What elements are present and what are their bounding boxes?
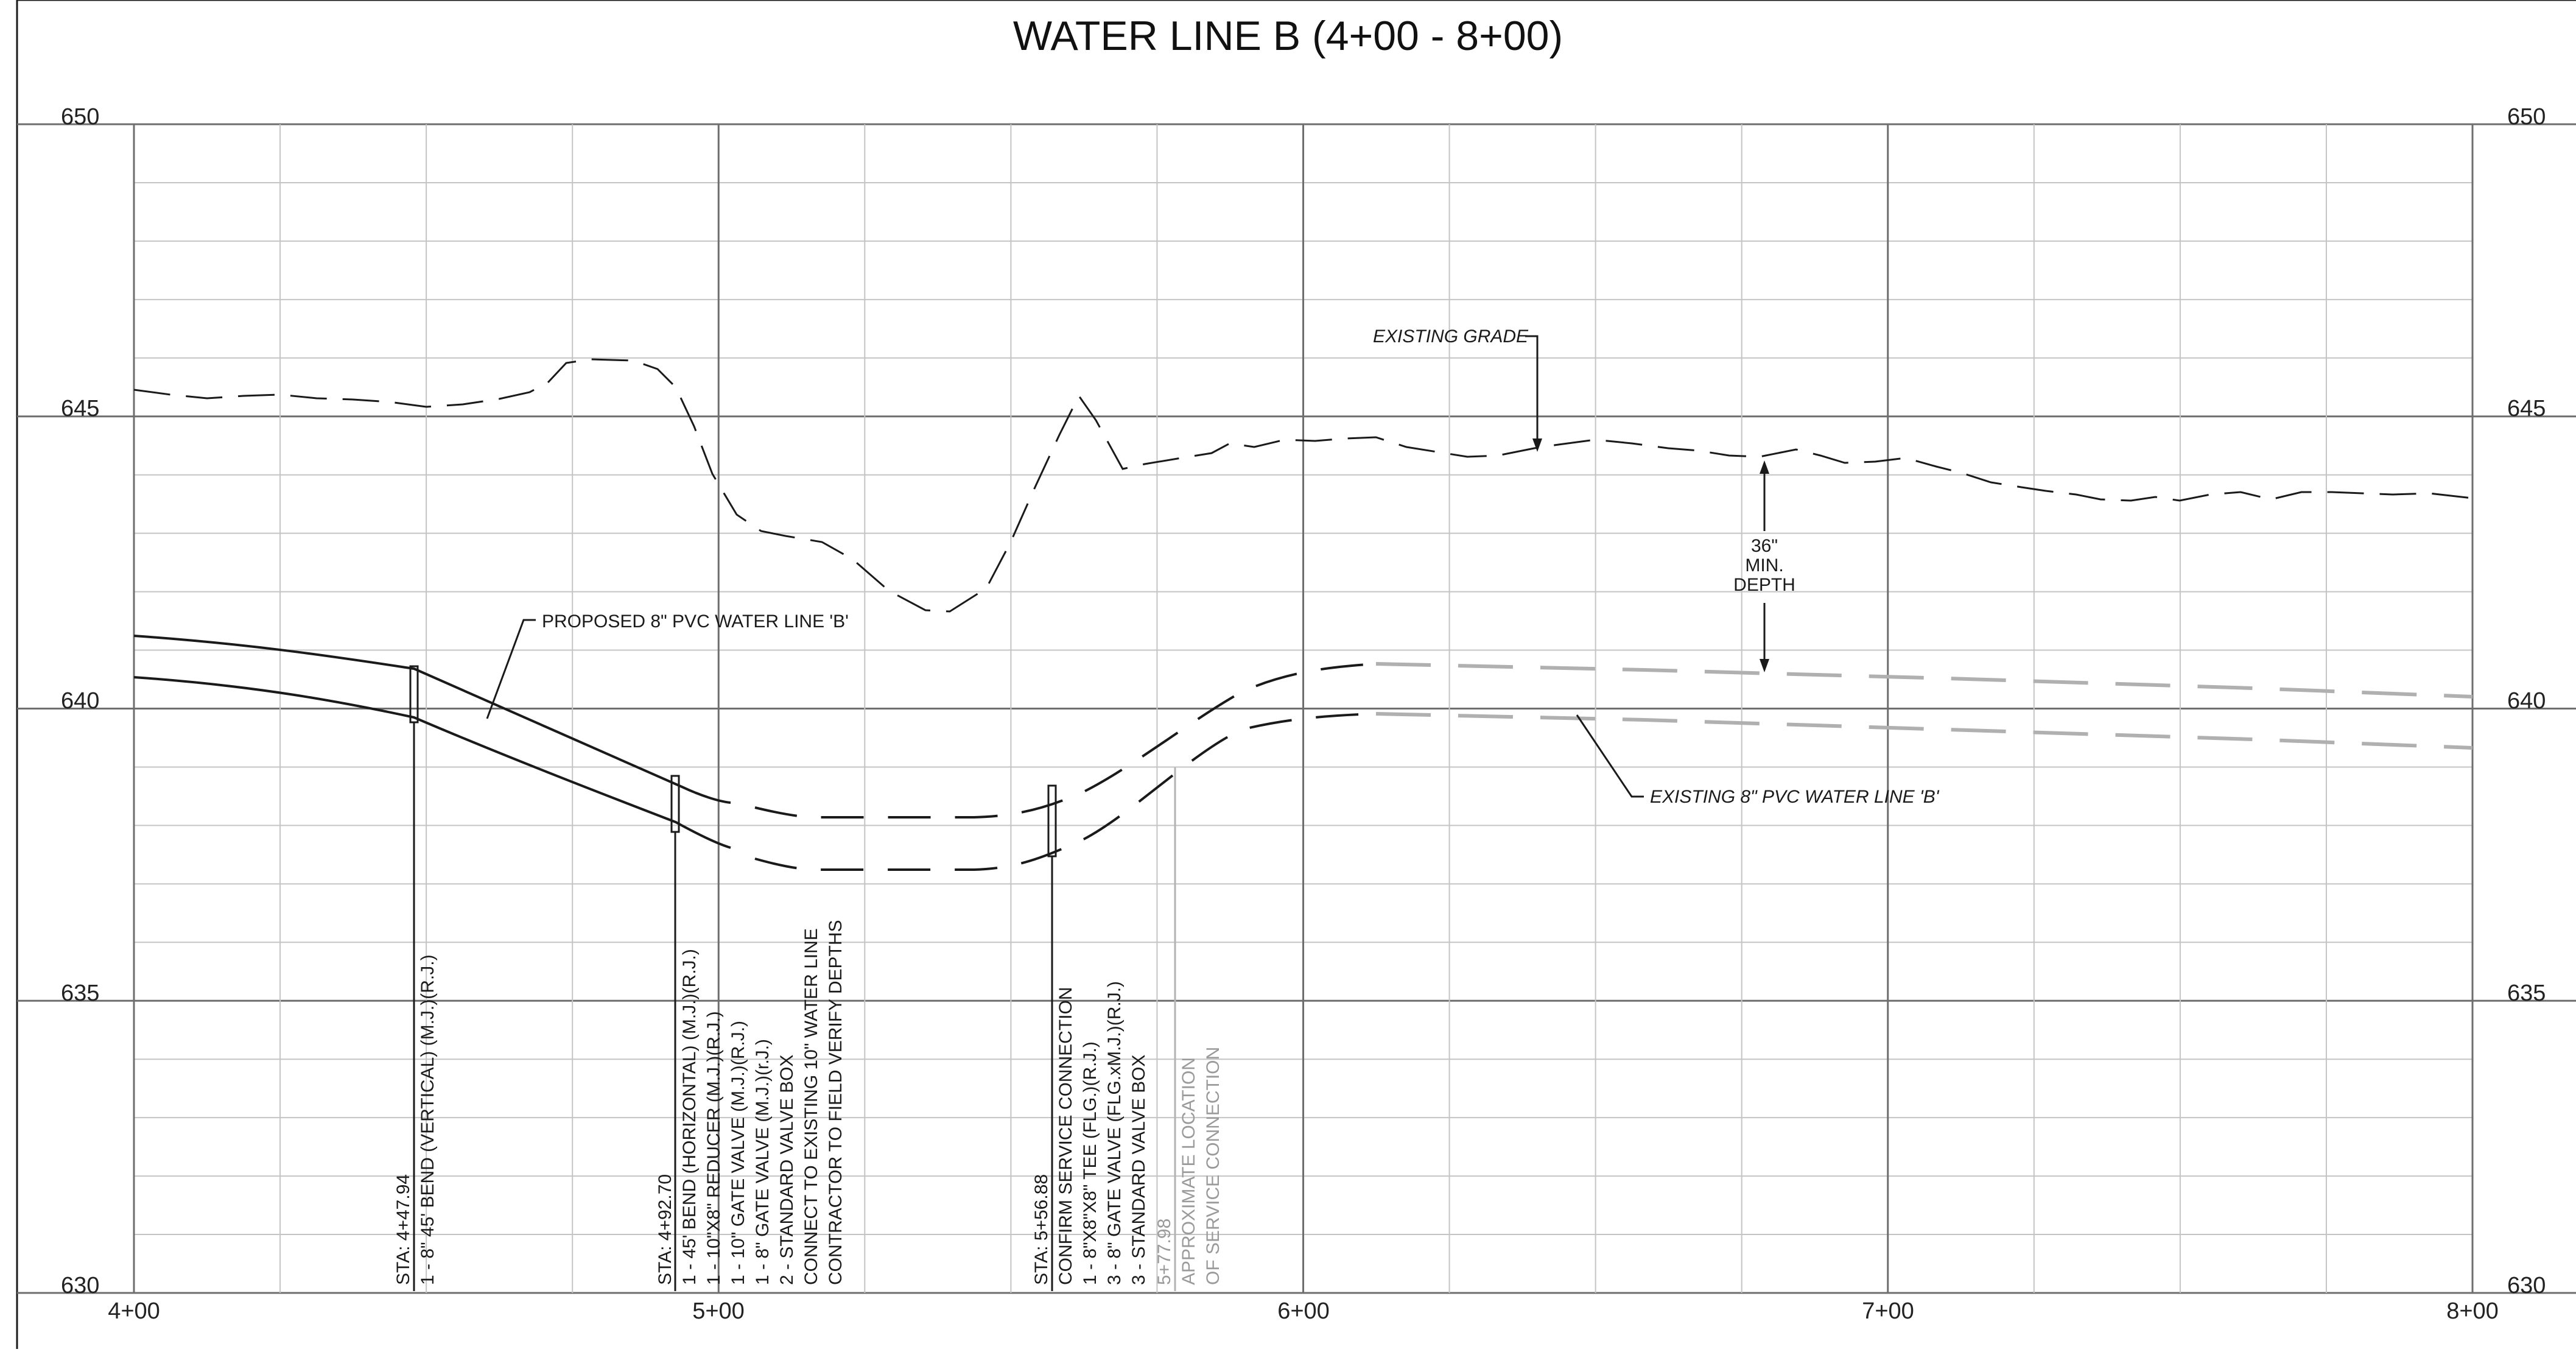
callout-55688: STA: 5+56.88 CONFIRM SERVICE CONNECTION …: [1031, 976, 1149, 1285]
elev-right-645: 645: [2507, 396, 2546, 421]
callout-57798: 5+77.98 APPROXIMATE LOCATION OF SERVICE …: [1154, 1047, 1223, 1285]
depth-arrow-bottom: [1760, 659, 1769, 672]
proposed-line-top: [133, 635, 731, 804]
elev-right-630: 630: [2507, 1273, 2546, 1298]
proposed-water-line: [133, 635, 1377, 871]
station-400: 4+00: [108, 1298, 160, 1324]
elev-left-635: 635: [61, 981, 99, 1006]
fitting-44794: [409, 665, 419, 724]
annotations: EXISTING GRADE PROPOSED 8" PVC WATER LIN…: [393, 326, 1940, 1285]
station-800: 8+00: [2446, 1298, 2499, 1324]
sheet-border: [16, 0, 2576, 1352]
elev-right-635: 635: [2507, 981, 2546, 1006]
depth-label-3: DEPTH: [1733, 575, 1795, 595]
elev-right-650: 650: [2507, 104, 2546, 130]
callout-44794: STA: 4+47.94 1 - 8" 45' BEND (VERTICAL) …: [393, 954, 438, 1285]
callout-49270: STA: 4+92.70 1 - 45' BEND (HORIZONTAL) (…: [655, 920, 846, 1285]
existing-grade-arrow: [1532, 438, 1542, 452]
proposed-line-leader: [486, 619, 536, 719]
station-700: 7+00: [1862, 1298, 1914, 1324]
fittings: [409, 665, 1176, 1291]
depth-arrow-top: [1760, 460, 1769, 474]
proposed-line-label: PROPOSED 8" PVC WATER LINE 'B': [542, 611, 849, 632]
proposed-line-top-b: [754, 663, 1377, 819]
existing-line-leader: [1576, 714, 1644, 798]
existing-line-bottom: [1375, 712, 2473, 750]
fitting-55688: [1047, 784, 1057, 857]
existing-water-line: [1375, 662, 2473, 750]
proposed-line-bottom: [133, 676, 731, 849]
existing-line-top: [1375, 662, 2473, 699]
grid: [17, 123, 2576, 1294]
existing-grade-label: EXISTING GRADE: [1373, 326, 1529, 347]
elev-right-640: 640: [2507, 688, 2546, 714]
sheet-title: WATER LINE B (4+00 - 8+00): [1013, 13, 1563, 59]
elev-left-645: 645: [61, 396, 99, 421]
station-600: 6+00: [1277, 1298, 1330, 1324]
depth-label-2: MIN.: [1745, 555, 1783, 576]
existing-line-label: EXISTING 8" PVC WATER LINE 'B': [1650, 787, 1940, 807]
elev-left-640: 640: [61, 688, 99, 714]
elev-left-630: 630: [61, 1273, 99, 1298]
station-labels: 4+00 5+00 6+00 7+00 8+00: [108, 1298, 2499, 1324]
existing-grade-line: [133, 358, 2473, 613]
elevation-labels: 650 645 640 635 630 650 645 640 635 630: [61, 104, 2546, 1298]
min-depth-callout: 36" MIN. DEPTH: [1733, 460, 1795, 672]
station-500: 5+00: [692, 1298, 745, 1324]
elev-left-650: 650: [61, 104, 99, 130]
existing-grade-leader: [1525, 335, 1539, 448]
depth-label-1: 36": [1751, 536, 1778, 556]
proposed-line-bottom-b: [754, 713, 1377, 871]
